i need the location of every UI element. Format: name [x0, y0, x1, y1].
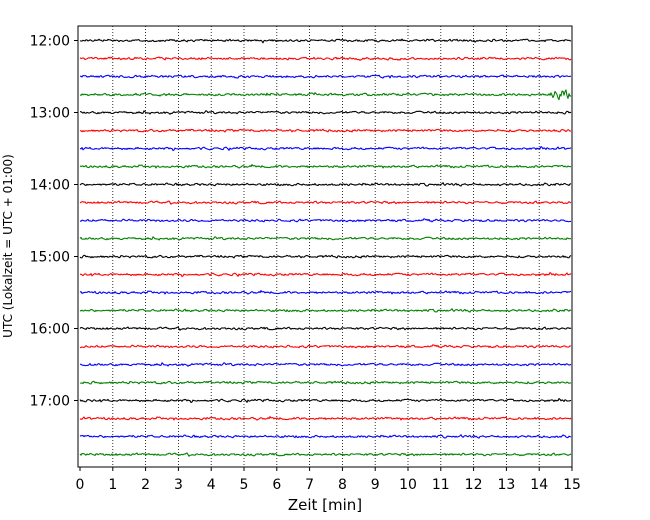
- trace-row: [79, 164, 572, 169]
- trace-row: [79, 182, 572, 187]
- trace-row: [79, 254, 572, 259]
- trace-row: [79, 434, 572, 439]
- trace-row: [79, 326, 572, 331]
- plot-background: [78, 26, 572, 467]
- x-tick-label: 2: [141, 477, 150, 493]
- x-tick-label: 6: [272, 477, 281, 493]
- y-tick-label: 15:00: [30, 250, 70, 266]
- x-tick-label: 9: [371, 477, 380, 493]
- y-tick-label: 14:00: [30, 178, 70, 194]
- x-tick-label: 4: [207, 477, 216, 493]
- x-tick-label: 8: [338, 477, 347, 493]
- x-tick-label: 5: [240, 477, 249, 493]
- trace-row: [79, 308, 572, 313]
- trace-row: [79, 38, 572, 44]
- y-tick-label: 12:00: [30, 34, 70, 50]
- trace-row: [79, 146, 572, 152]
- trace-row: [79, 110, 572, 115]
- trace-row: [79, 236, 572, 241]
- x-tick-label: 14: [530, 477, 548, 493]
- x-tick-label: 7: [305, 477, 314, 493]
- x-tick-label: 0: [76, 477, 85, 493]
- y-tick-label: 13:00: [30, 106, 70, 122]
- seismic-traces: [79, 38, 572, 457]
- x-tick-label: 15: [563, 477, 581, 493]
- trace-row: [79, 128, 572, 133]
- trace-row: [79, 74, 571, 79]
- y-axis-ticks: 12:00 13:00 14:00 15:00 16:00 17:00: [30, 34, 78, 410]
- trace-row: [79, 272, 572, 278]
- y-tick-label: 17:00: [30, 394, 70, 410]
- trace-row: [79, 362, 572, 367]
- trace-row: [79, 416, 572, 421]
- trace-row: [79, 398, 572, 404]
- x-axis-ticks: 0 1 2 3 4 5 6 7 8 9 10 11 12 13 14 15: [76, 467, 581, 493]
- trace-row: [79, 89, 572, 101]
- trace-row: [79, 344, 572, 349]
- x-tick-label: 12: [465, 477, 483, 493]
- trace-row: [79, 218, 572, 223]
- x-tick-label: 10: [399, 477, 417, 493]
- x-tick-label: 11: [432, 477, 450, 493]
- plot-frame: [77, 25, 573, 468]
- trace-row: [79, 452, 572, 457]
- trace-row: [79, 290, 572, 295]
- trace-row: [79, 56, 572, 61]
- trace-row: [80, 380, 572, 385]
- x-tick-label: 3: [174, 477, 183, 493]
- y-tick-label: 16:00: [30, 322, 70, 338]
- x-tick-label: 13: [497, 477, 515, 493]
- x-tick-label: 1: [108, 477, 117, 493]
- trace-row: [79, 200, 572, 205]
- x-axis-label: Zeit [min]: [288, 496, 362, 514]
- y-axis-label: UTC (Lokalzeit = UTC + 01:00): [1, 154, 15, 338]
